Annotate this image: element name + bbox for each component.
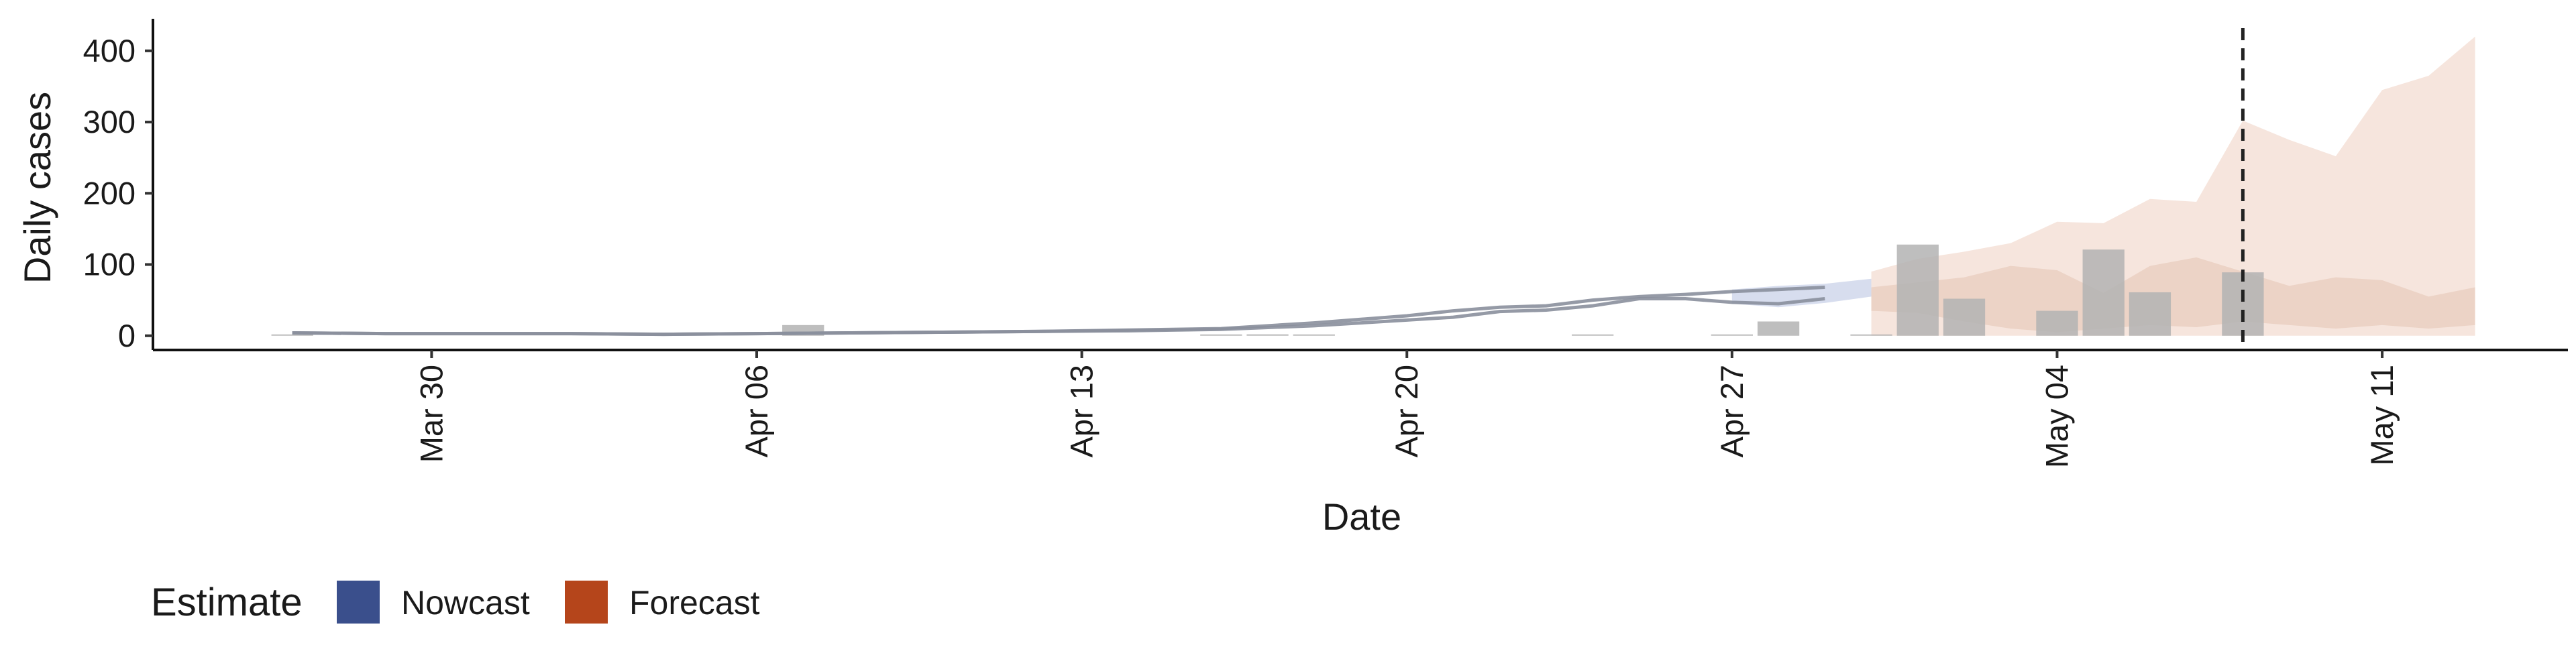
estimate-line [292, 286, 1825, 337]
x-tick-label: Apr 20 [1389, 365, 1424, 457]
x-tick-label: Apr 13 [1064, 365, 1099, 457]
observed-bar [1943, 298, 1986, 336]
x-tick-label: Mar 30 [413, 365, 449, 463]
y-tick-label: 200 [83, 175, 136, 211]
x-axis-title: Date [1322, 495, 1401, 538]
x-tick-label: May 04 [2039, 365, 2074, 468]
observed-bar [1896, 244, 1939, 336]
y-ticks: 0 100 200 300 400 [83, 33, 153, 353]
observed-bar [1200, 334, 1242, 336]
legend: Estimate Nowcast Forecast [151, 581, 760, 624]
estimate-lines [292, 286, 1825, 337]
observed-bar [1711, 334, 1753, 336]
x-tick-label: May 11 [2364, 365, 2400, 466]
y-axis-title: Daily cases [16, 92, 58, 284]
forecast-inner-band [1871, 257, 2475, 333]
legend-label-forecast: Forecast [629, 584, 760, 622]
forecast-bands [1871, 36, 2475, 336]
legend-label-nowcast: Nowcast [401, 584, 530, 622]
nowcast-band [1731, 278, 1872, 308]
x-tick-label: Apr 27 [1714, 365, 1750, 457]
legend-title: Estimate [151, 581, 303, 624]
observed-bar [1757, 321, 1800, 336]
y-tick-label: 300 [83, 104, 136, 139]
y-tick-label: 100 [83, 247, 136, 282]
legend-swatch-forecast [565, 581, 608, 624]
observed-bar [1572, 334, 1614, 336]
observed-bar [2036, 310, 2078, 336]
observed-bar [2082, 249, 2125, 336]
axes [152, 19, 2568, 351]
observed-bar [1850, 334, 1892, 336]
observed-bar [1246, 334, 1289, 336]
observed-bar [2222, 272, 2264, 336]
legend-swatch-nowcast [337, 581, 380, 624]
y-tick-label: 0 [118, 318, 136, 353]
estimate-line [292, 297, 1825, 337]
x-tick-label: Apr 06 [739, 365, 774, 457]
x-ticks: Mar 30 Apr 06 Apr 13 Apr 20 Apr 27 May 04 May … [413, 350, 2400, 468]
observed-bar [1293, 334, 1335, 336]
nowcast-uncertainty-band [1731, 278, 1872, 308]
y-tick-label: 400 [83, 33, 136, 68]
forecast-outer-band [1871, 36, 2475, 336]
observed-bar [271, 334, 313, 336]
observed-bar [2129, 292, 2171, 336]
